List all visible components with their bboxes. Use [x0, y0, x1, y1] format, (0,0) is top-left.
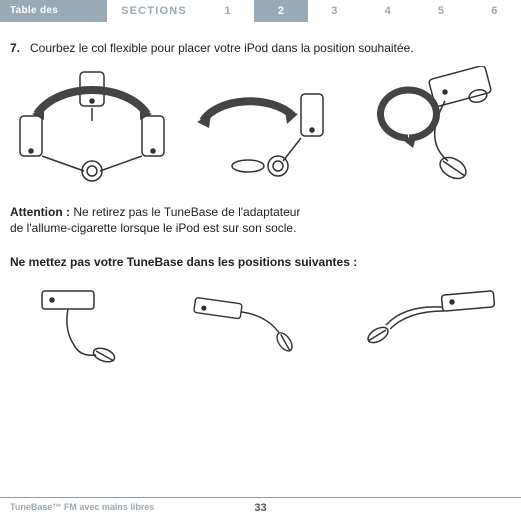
wrong-position-1 — [19, 285, 169, 365]
footer-page-number: 33 — [254, 502, 266, 514]
section-link-2[interactable]: 2 — [254, 0, 307, 22]
attention-note: Attention : Ne retirez pas le TuneBase d… — [10, 204, 310, 236]
footer-product-name: TuneBase™ FM avec mains libres — [10, 502, 154, 512]
step-text: Courbez le col flexible pour placer votr… — [30, 40, 414, 56]
section-link-4[interactable]: 4 — [361, 5, 414, 17]
section-link-5[interactable]: 5 — [414, 5, 467, 17]
position-diagrams-row — [10, 66, 515, 186]
section-link-1[interactable]: 1 — [201, 5, 254, 17]
diagram-position-3 — [353, 66, 513, 186]
wrong-position-3 — [356, 285, 506, 365]
section-link-6[interactable]: 6 — [468, 5, 521, 17]
diagram-position-2 — [183, 66, 343, 186]
wrong-position-diagrams-row — [10, 285, 515, 365]
attention-label: Attention : — [10, 205, 70, 219]
step-number: 7. — [10, 40, 20, 56]
header-navigation-bar: Table des matières SECTIONS 1 2 3 4 5 6 — [0, 0, 521, 22]
section-link-3[interactable]: 3 — [308, 5, 361, 17]
wrong-position-2 — [187, 285, 337, 365]
warning-line: Ne mettez pas votre TuneBase dans les po… — [10, 255, 515, 269]
toc-link[interactable]: Table des matières — [0, 0, 107, 22]
diagram-position-1 — [12, 66, 172, 186]
sections-label: SECTIONS — [107, 5, 201, 17]
step-7: 7. Courbez le col flexible pour placer v… — [10, 40, 515, 56]
page-footer: TuneBase™ FM avec mains libres 33 — [0, 497, 521, 512]
